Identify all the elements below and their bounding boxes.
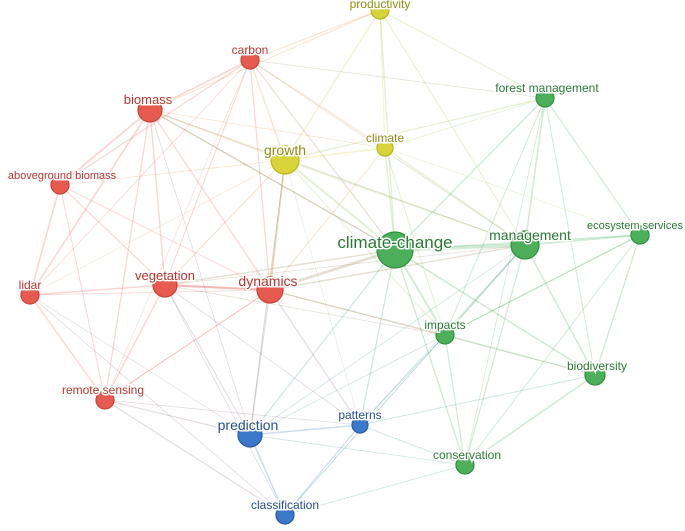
node-carbon[interactable] bbox=[241, 51, 259, 69]
edge bbox=[285, 98, 545, 160]
edge bbox=[380, 10, 395, 250]
edge bbox=[445, 335, 595, 375]
edge bbox=[150, 60, 250, 110]
edge bbox=[250, 60, 285, 160]
edge bbox=[270, 250, 395, 290]
edge bbox=[165, 60, 250, 285]
node-management[interactable] bbox=[511, 231, 539, 259]
edge bbox=[250, 435, 285, 515]
edge bbox=[360, 250, 395, 425]
edge bbox=[285, 245, 525, 515]
edge bbox=[465, 98, 545, 465]
edge bbox=[250, 60, 545, 98]
node-growth[interactable] bbox=[271, 146, 299, 174]
edge bbox=[525, 245, 595, 375]
edge bbox=[380, 10, 525, 245]
edge bbox=[60, 160, 285, 185]
node-biodiversity[interactable] bbox=[585, 365, 605, 385]
edge bbox=[165, 250, 395, 285]
edge bbox=[285, 160, 395, 250]
node-ecosystem-services[interactable] bbox=[631, 226, 649, 244]
node-conservation[interactable] bbox=[456, 456, 474, 474]
node-forest-management[interactable] bbox=[536, 89, 554, 107]
edge bbox=[395, 250, 465, 465]
edge bbox=[105, 290, 270, 400]
node-productivity[interactable] bbox=[371, 1, 389, 19]
edge bbox=[465, 235, 640, 465]
edge bbox=[105, 400, 250, 435]
edge bbox=[285, 465, 465, 515]
edge bbox=[150, 110, 165, 285]
edge bbox=[545, 98, 640, 235]
node-classification[interactable] bbox=[276, 506, 294, 524]
edge bbox=[545, 98, 595, 375]
edge bbox=[105, 60, 250, 400]
edge bbox=[525, 98, 545, 245]
edge bbox=[165, 245, 525, 285]
edge bbox=[445, 235, 640, 335]
edge bbox=[165, 285, 445, 335]
edge bbox=[150, 10, 380, 110]
edges-layer bbox=[30, 10, 640, 515]
edge bbox=[150, 110, 270, 290]
edge bbox=[150, 110, 525, 245]
edge bbox=[165, 285, 250, 435]
edge bbox=[380, 10, 545, 98]
edge bbox=[385, 148, 525, 245]
node-aboveground-biomass[interactable] bbox=[51, 176, 69, 194]
edge bbox=[250, 435, 465, 465]
node-biomass[interactable] bbox=[138, 98, 162, 122]
node-vegetation[interactable] bbox=[153, 273, 177, 297]
node-prediction[interactable] bbox=[238, 423, 262, 447]
edge bbox=[285, 425, 360, 515]
nodes-layer bbox=[21, 1, 649, 524]
edge bbox=[285, 148, 385, 160]
network-graph: productivitycarbonforest managementbioma… bbox=[0, 0, 685, 531]
edge bbox=[595, 235, 640, 375]
labels-layer: productivitycarbonforest managementbioma… bbox=[8, 0, 684, 512]
edge bbox=[250, 335, 445, 435]
edge bbox=[60, 110, 150, 185]
edge bbox=[60, 185, 165, 285]
node-climate-change[interactable] bbox=[377, 232, 413, 268]
edge bbox=[250, 10, 380, 60]
edge bbox=[250, 60, 270, 290]
edge bbox=[445, 98, 545, 335]
edge bbox=[30, 295, 250, 435]
node-lidar[interactable] bbox=[21, 286, 39, 304]
edge bbox=[165, 285, 285, 515]
node-patterns[interactable] bbox=[352, 417, 368, 433]
edge bbox=[360, 425, 465, 465]
edge bbox=[105, 400, 285, 515]
edge bbox=[250, 245, 525, 435]
edge bbox=[445, 335, 465, 465]
node-impacts[interactable] bbox=[436, 326, 454, 344]
node-remote-sensing[interactable] bbox=[96, 391, 114, 409]
node-dynamics[interactable] bbox=[257, 277, 283, 303]
node-climate[interactable] bbox=[377, 140, 393, 156]
edge bbox=[395, 98, 545, 250]
